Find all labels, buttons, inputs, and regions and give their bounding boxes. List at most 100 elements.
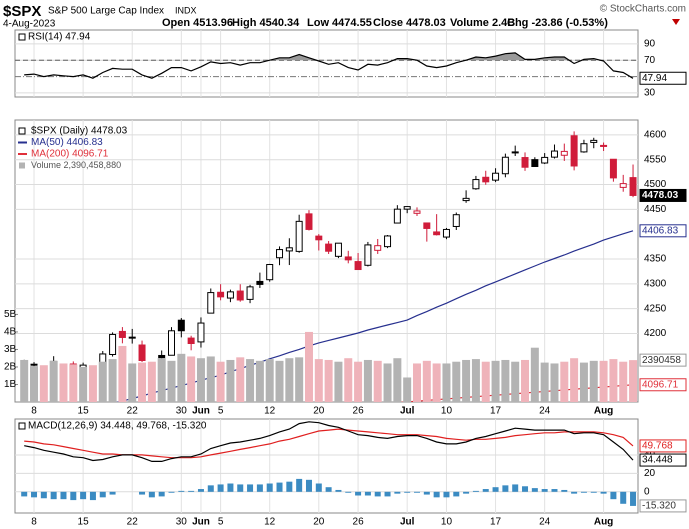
y2-tick-label: 1B xyxy=(4,379,17,390)
volume-bar xyxy=(373,360,382,402)
value-label-box xyxy=(639,439,687,453)
legend-icon xyxy=(18,422,26,430)
legend-icon xyxy=(19,162,25,169)
volume-bar xyxy=(98,361,107,402)
x-tick-label: 8 xyxy=(31,406,37,417)
candle-body xyxy=(374,245,382,251)
y-tick-label: 4550 xyxy=(644,154,667,165)
symbol: $SPX xyxy=(3,3,41,20)
candle-body xyxy=(305,213,313,230)
value-label-box xyxy=(639,378,687,392)
histogram-bar xyxy=(178,490,185,492)
value-label-box xyxy=(639,353,687,367)
x-tick-label: Aug xyxy=(594,406,613,417)
volume-bar xyxy=(609,359,618,402)
value-label: 47.94 xyxy=(642,73,667,84)
histogram-bar xyxy=(286,481,293,492)
candle-body xyxy=(197,322,205,343)
panel-frame xyxy=(14,418,639,514)
y-tick-label: 30 xyxy=(644,88,656,99)
histogram-bar xyxy=(541,489,548,492)
volume-bar xyxy=(422,360,431,402)
histogram-bar xyxy=(256,484,263,492)
histogram-bar xyxy=(423,491,430,495)
histogram-bar xyxy=(472,490,479,492)
volume-bar xyxy=(462,359,471,402)
x-tick-label: Jul xyxy=(400,406,415,417)
volume-bar xyxy=(196,358,205,402)
histogram-bar xyxy=(394,491,401,494)
candle-body xyxy=(629,177,637,196)
candle-body xyxy=(207,292,215,314)
histogram-bar xyxy=(315,483,322,492)
volume-bar xyxy=(432,363,441,402)
plot-area xyxy=(20,131,638,402)
volume-bar xyxy=(304,331,313,402)
value-label: 34.448 xyxy=(642,455,673,466)
volume-bar xyxy=(108,359,117,402)
value-label: -15.320 xyxy=(642,501,676,512)
histogram-bar xyxy=(551,489,558,492)
volume-bar xyxy=(177,353,186,402)
y-tick-label: 0 xyxy=(644,486,650,497)
volume-bar xyxy=(599,360,608,402)
volume-bar xyxy=(30,366,39,402)
date: 4-Aug-2023 xyxy=(3,19,56,30)
x-tick-label: 15 xyxy=(78,406,90,417)
volume-bar xyxy=(167,360,176,402)
volume-bar xyxy=(138,362,147,402)
overbought-fill xyxy=(24,52,634,61)
candle-body xyxy=(325,243,333,252)
y-tick-label: 4300 xyxy=(644,278,667,289)
y-tick-label: 90 xyxy=(644,39,656,50)
candle-body xyxy=(384,235,392,248)
candle-body xyxy=(472,179,480,190)
candle-body xyxy=(570,135,578,167)
value-label: 49.768 xyxy=(642,441,673,452)
histogram-bar xyxy=(610,491,617,500)
candle-body xyxy=(118,330,126,338)
histogram-bar xyxy=(502,485,509,492)
volume-bar xyxy=(383,363,392,402)
candle-body xyxy=(462,197,470,202)
volume-bar xyxy=(79,366,88,402)
close: Close 4478.03 xyxy=(373,17,446,29)
volume-bar xyxy=(285,358,294,402)
histogram-bar xyxy=(620,491,627,504)
volume-bar xyxy=(560,361,569,402)
y2-tick-label: 5B xyxy=(4,309,17,320)
candle-body xyxy=(177,319,185,332)
y-tick-label: 4600 xyxy=(644,130,667,141)
volume-bar xyxy=(511,361,520,402)
plot-area xyxy=(24,52,634,79)
volume-bar xyxy=(275,360,284,402)
histogram-bar xyxy=(40,491,47,499)
value-label-box xyxy=(639,71,687,85)
histogram-bar xyxy=(197,489,204,492)
high: High 4540.34 xyxy=(232,17,300,29)
candle-body xyxy=(354,261,362,271)
x-tick-label: 15 xyxy=(78,517,90,528)
plot-area xyxy=(21,421,637,506)
legend-entry: MA(200) 4096.71 xyxy=(31,149,109,160)
legend-icon xyxy=(18,127,26,135)
y-tick-label: 4250 xyxy=(644,303,667,314)
candle-body xyxy=(619,183,627,188)
value-label-box xyxy=(639,224,687,238)
volume-bar xyxy=(393,358,402,402)
volume-bar xyxy=(226,359,235,402)
volume-bar xyxy=(481,361,490,402)
x-tick-label: 12 xyxy=(264,406,276,417)
histogram-bar xyxy=(60,491,67,500)
candle-body xyxy=(550,150,558,158)
candle-body xyxy=(364,244,372,266)
candle-body xyxy=(403,206,411,210)
value-label: 2390458 xyxy=(642,355,681,366)
x-tick-label: Jun xyxy=(192,517,210,528)
volume-bar xyxy=(344,358,353,402)
x-tick-label: 10 xyxy=(441,517,453,528)
volume-bar xyxy=(187,356,196,402)
histogram-bar xyxy=(247,484,254,492)
candle-body xyxy=(501,156,509,175)
